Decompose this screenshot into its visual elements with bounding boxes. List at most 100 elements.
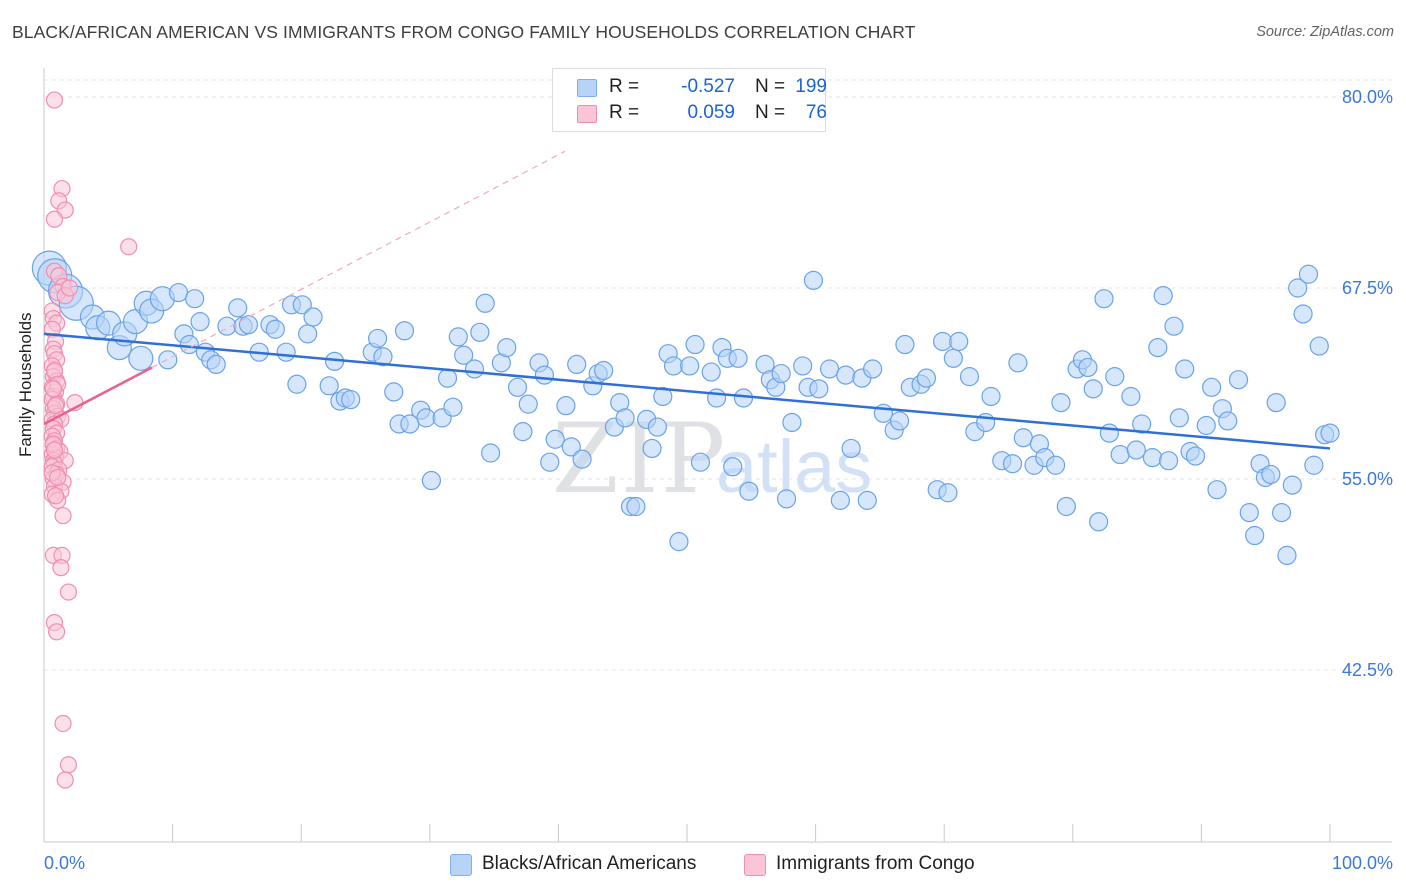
data-point-blacks	[179, 334, 199, 355]
data-point-congo	[45, 210, 64, 228]
data-point-congo	[59, 756, 78, 774]
data-point-blacks	[185, 289, 205, 309]
data-point-blacks	[475, 293, 495, 313]
data-point-blacks	[733, 388, 754, 408]
data-point-blacks	[949, 331, 969, 352]
data-point-blacks	[701, 362, 721, 382]
y-tick-label: 55.0%	[1342, 469, 1393, 489]
data-point-blacks	[1126, 440, 1146, 460]
data-point-blacks	[265, 319, 285, 339]
data-point-blacks	[1298, 264, 1319, 284]
legend-n-value: 76	[805, 102, 827, 123]
data-point-blacks	[593, 360, 614, 381]
data-point-congo	[45, 91, 64, 109]
data-point-congo	[49, 468, 67, 487]
data-point-blacks	[464, 359, 485, 379]
data-point-blacks	[1169, 408, 1189, 428]
data-point-blacks	[1013, 428, 1033, 448]
data-point-blacks	[540, 452, 560, 472]
data-point-blacks	[690, 452, 711, 472]
data-point-congo	[60, 279, 79, 297]
data-point-blacks	[158, 350, 178, 370]
data-point-blacks	[1261, 464, 1281, 485]
legend-swatch-pink	[577, 105, 597, 123]
data-point-blacks	[723, 457, 743, 477]
data-point-blacks	[384, 382, 404, 402]
data-point-blacks	[373, 347, 393, 367]
source-credit: Source: ZipAtlas.com	[1256, 24, 1394, 40]
data-point-blacks	[556, 396, 576, 416]
legend-r-value: 0.059	[687, 102, 735, 123]
trend-line-blacks	[43, 332, 1331, 450]
data-point-blacks	[1196, 415, 1216, 436]
legend-r-value: -0.527	[681, 76, 735, 97]
data-point-blacks	[217, 316, 237, 336]
data-point-blacks	[190, 312, 210, 332]
data-point-blacks	[1045, 455, 1066, 475]
data-point-blacks	[507, 377, 528, 397]
series-congo-points	[43, 91, 138, 789]
y-axis-label: Family Households	[16, 312, 35, 457]
data-point-blacks	[168, 282, 189, 303]
data-point-blacks	[857, 490, 877, 510]
legend-swatch-blue	[450, 854, 472, 876]
data-point-blacks	[1185, 446, 1206, 466]
data-point-blacks	[534, 365, 555, 385]
y-tick-labels: 42.5% 55.0% 67.5% 80.0%	[1342, 87, 1393, 680]
data-point-blacks	[663, 356, 684, 376]
data-point-blacks	[567, 354, 587, 374]
y-tick-label: 67.5%	[1342, 278, 1393, 298]
data-point-blacks	[1271, 503, 1292, 523]
trend-line-congo-extension	[151, 150, 566, 368]
data-point-blacks	[642, 438, 662, 459]
legend-r-label: R =	[609, 76, 640, 97]
data-point-blacks	[782, 412, 802, 433]
data-point-blacks	[647, 417, 668, 437]
data-point-blacks	[680, 356, 700, 376]
data-point-blacks	[1153, 286, 1173, 306]
data-point-blacks	[1148, 337, 1168, 358]
data-point-blacks	[228, 298, 248, 318]
data-point-blacks	[1083, 379, 1103, 399]
data-point-blacks	[916, 368, 937, 388]
data-point-blacks	[1320, 423, 1340, 443]
legend-n-value: 199	[795, 76, 827, 97]
data-point-blacks	[448, 327, 468, 347]
data-point-blacks	[1293, 304, 1313, 324]
data-point-blacks	[1309, 336, 1329, 356]
legend-r-label: R =	[609, 102, 640, 123]
series-legend: Blacks/African Americans Immigrants from…	[0, 852, 1406, 878]
data-point-blacks	[1094, 289, 1114, 309]
data-point-congo	[44, 380, 62, 398]
data-point-blacks	[1304, 455, 1324, 475]
series-blacks-points	[31, 250, 1340, 566]
data-point-congo	[46, 487, 65, 505]
data-point-blacks	[1099, 423, 1119, 443]
chart-title: BLACK/AFRICAN AMERICAN VS IMMIGRANTS FRO…	[12, 22, 916, 42]
data-point-blacks	[1002, 454, 1023, 474]
data-point-congo	[48, 623, 66, 641]
data-point-blacks	[1121, 386, 1141, 407]
data-point-blacks	[1105, 367, 1125, 387]
data-point-blacks	[959, 367, 980, 387]
data-point-congo	[46, 397, 65, 415]
y-tick-label: 42.5%	[1342, 660, 1393, 680]
data-point-blacks	[368, 328, 388, 349]
data-point-congo	[54, 507, 72, 525]
data-point-blacks	[1051, 393, 1071, 413]
data-point-blacks	[561, 437, 581, 457]
data-point-congo	[120, 238, 138, 256]
data-point-blacks	[481, 443, 501, 463]
data-point-blacks	[292, 295, 312, 315]
data-point-blacks	[1266, 393, 1286, 413]
data-point-blacks	[1158, 451, 1179, 471]
data-point-congo	[59, 583, 78, 601]
data-point-blacks	[341, 389, 361, 410]
data-point-blacks	[1245, 525, 1265, 546]
data-point-congo	[45, 441, 64, 459]
data-point-blacks	[437, 368, 458, 388]
data-point-blacks	[1288, 278, 1308, 298]
data-point-blacks	[394, 321, 415, 341]
data-point-blacks	[653, 386, 673, 407]
data-point-blacks	[513, 422, 533, 442]
